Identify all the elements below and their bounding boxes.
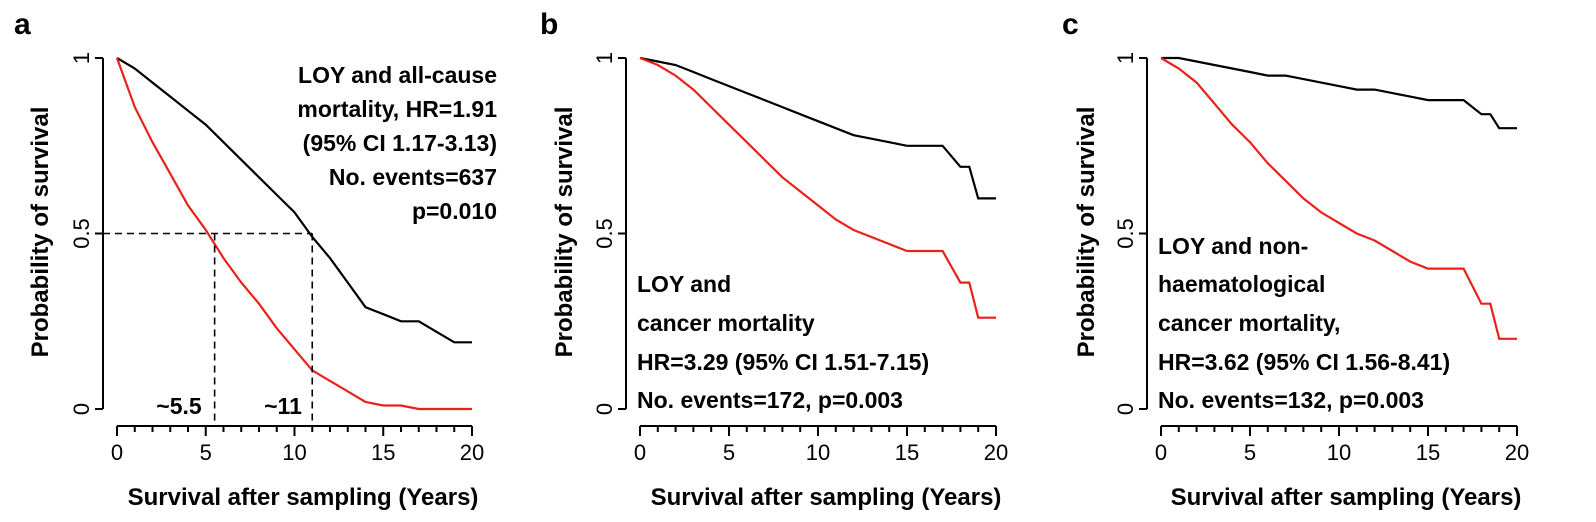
- annotation-line: cancer mortality,: [1158, 310, 1340, 336]
- annotation-line: HR=3.62 (95% CI 1.56-8.41): [1158, 349, 1450, 375]
- y-axis-title: Probability of survival: [27, 107, 54, 358]
- x-tick-label: 5: [723, 440, 735, 465]
- panel-a: a Probability of survival Survival after…: [14, 8, 497, 511]
- x-tick-label: 0: [634, 440, 646, 465]
- x-axis-title: Survival after sampling (Years): [128, 484, 479, 511]
- annotation-line: (95% CI 1.17-3.13): [303, 130, 497, 156]
- x-tick-label: 5: [200, 440, 212, 465]
- y-tick-label: 0.5: [1113, 218, 1138, 249]
- y-tick-label: 0.5: [592, 218, 617, 249]
- y-tick-label: 1: [69, 52, 94, 64]
- annotation-line: LOY and: [637, 271, 731, 297]
- y-tick-label: 0: [1113, 403, 1138, 415]
- annotation-line: mortality, HR=1.91: [297, 96, 497, 122]
- y-tick-label: 0: [592, 403, 617, 415]
- series-curve-black: [639, 56, 996, 200]
- annotation-line: HR=3.29 (95% CI 1.51-7.15): [637, 349, 929, 375]
- x-tick-label: 5: [1244, 440, 1256, 465]
- annotation-line: haematological: [1158, 271, 1325, 297]
- x-tick-label: 0: [111, 440, 123, 465]
- x-marker-label: ~5.5: [156, 393, 202, 419]
- x-tick-label: 10: [1327, 440, 1351, 465]
- annotation-line: cancer mortality: [637, 310, 815, 336]
- series-curve-red: [639, 56, 996, 319]
- annotation-line: LOY and non-: [1158, 233, 1308, 259]
- series-curve-black: [1161, 56, 1517, 130]
- x-marker-label: ~11: [264, 393, 302, 419]
- x-tick-label: 10: [282, 440, 306, 465]
- annotation-line: No. events=132, p=0.003: [1158, 387, 1424, 413]
- x-tick-label: 20: [984, 440, 1008, 465]
- series-curve-red: [115, 57, 472, 411]
- panel-b: b Probability of survival Survival after…: [540, 8, 1008, 511]
- panel-c: c Probability of survival Survival after…: [1062, 8, 1529, 511]
- x-tick-label: 15: [371, 440, 395, 465]
- series-curve-red: [1160, 57, 1517, 340]
- series-curve-black: [116, 57, 472, 344]
- x-tick-label: 10: [806, 440, 830, 465]
- panel-letter: b: [540, 8, 558, 41]
- panel-letter: a: [14, 8, 31, 41]
- x-axis-title: Survival after sampling (Years): [651, 484, 1002, 511]
- annotation-line: p=0.010: [412, 198, 497, 224]
- annotation-line: No. events=172, p=0.003: [637, 387, 903, 413]
- x-tick-label: 20: [1505, 440, 1529, 465]
- annotation-line: No. events=637: [329, 164, 497, 190]
- x-tick-label: 0: [1155, 440, 1167, 465]
- x-tick-label: 20: [460, 440, 484, 465]
- y-tick-label: 0: [69, 403, 94, 415]
- y-tick-label: 1: [1113, 52, 1138, 64]
- y-tick-label: 0.5: [69, 218, 94, 249]
- x-axis-title: Survival after sampling (Years): [1171, 484, 1522, 511]
- y-axis-title: Probability of survival: [551, 107, 578, 358]
- x-tick-label: 15: [895, 440, 919, 465]
- annotation-line: LOY and all-cause: [298, 62, 497, 88]
- panel-letter: c: [1062, 8, 1079, 41]
- y-axis-title: Probability of survival: [1073, 107, 1100, 358]
- y-tick-label: 1: [592, 52, 617, 64]
- x-tick-label: 15: [1416, 440, 1440, 465]
